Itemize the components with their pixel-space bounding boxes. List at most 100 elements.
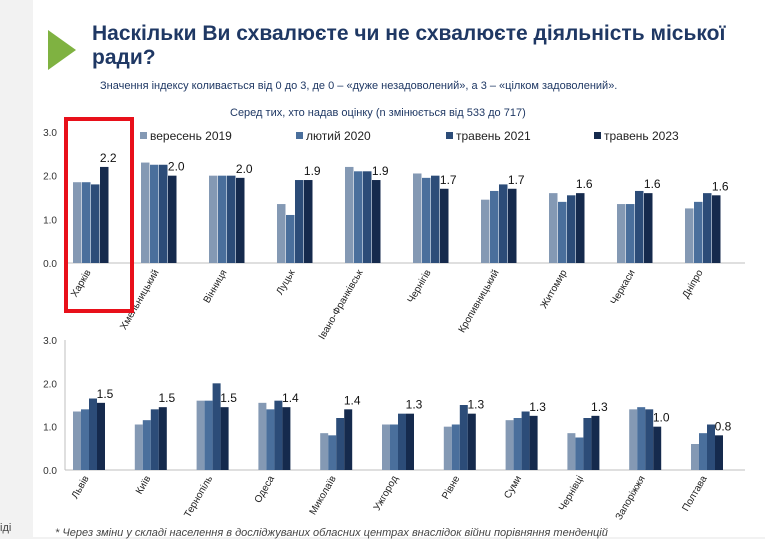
bar (363, 171, 372, 263)
footnote: * Через зміни у складі населення в дослі… (55, 527, 608, 539)
edge-text: іді (0, 522, 12, 534)
data-label: 1.3 (529, 400, 546, 414)
bar (521, 411, 530, 470)
bar (141, 162, 150, 263)
bar (653, 426, 662, 470)
data-label: 1.6 (712, 179, 729, 193)
legend-entry: травень 2023 (604, 129, 679, 143)
bar (583, 418, 592, 470)
bar (345, 166, 354, 263)
data-label: 1.6 (644, 177, 661, 191)
bar (97, 402, 105, 470)
data-label: 1.9 (304, 164, 321, 178)
bar (499, 184, 508, 263)
category-label: Рівне (440, 474, 462, 502)
legend-entry: вересень 2019 (150, 129, 232, 143)
category-label: Тернопіль (182, 474, 215, 520)
bar (505, 420, 514, 470)
bar (549, 193, 558, 263)
category-label: Одеса (253, 474, 278, 505)
bar (626, 204, 635, 263)
data-label: 1.4 (344, 393, 361, 407)
bar (266, 409, 275, 470)
data-label: 1.7 (508, 173, 525, 187)
bar (644, 193, 653, 263)
category-label: Луцьк (275, 267, 298, 296)
bar (490, 190, 499, 263)
data-label: 1.9 (372, 164, 389, 178)
bar (459, 405, 468, 470)
category-label: Чернігів (406, 268, 434, 305)
bar (218, 175, 227, 263)
y-tick-label: 2.0 (43, 172, 57, 183)
data-label: 1.6 (576, 177, 593, 191)
bar (382, 424, 390, 470)
bar (282, 407, 291, 470)
bar (591, 415, 600, 470)
bar (150, 409, 159, 470)
bar (344, 409, 353, 470)
legend-swatch (446, 132, 453, 139)
bar (220, 407, 229, 470)
data-label: 2.0 (236, 162, 253, 176)
category-label: Дніпро (681, 268, 706, 301)
bar (635, 190, 644, 263)
bar (558, 201, 567, 263)
bar (295, 180, 304, 263)
page-title: Наскільки Ви схвалюєте чи не схвалюєте д… (92, 22, 726, 69)
y-tick-label: 0.0 (43, 259, 57, 270)
bar (328, 435, 337, 470)
bar (699, 433, 707, 470)
bar (567, 195, 576, 263)
y-tick-label: 2.0 (43, 379, 57, 390)
bar (100, 166, 109, 263)
bar (413, 173, 422, 263)
category-label: Ужгород (372, 474, 401, 513)
bar (158, 407, 167, 470)
category-label: Запоріжжя (614, 474, 648, 522)
data-label: 1.4 (282, 391, 299, 405)
data-label: 1.0 (653, 411, 670, 425)
bar (73, 411, 81, 470)
bar (629, 409, 638, 470)
data-label: 1.3 (591, 400, 608, 414)
arrow-icon (48, 30, 76, 70)
bar (336, 418, 345, 470)
bar (703, 193, 712, 263)
category-label: Вінниця (202, 268, 230, 305)
bar (73, 182, 82, 263)
bar (204, 400, 213, 470)
bar (691, 444, 699, 470)
bar (513, 418, 522, 470)
bar (89, 398, 97, 470)
category-label: Суми (502, 474, 524, 501)
category-label: Кропивницький (457, 268, 502, 335)
bar (508, 188, 517, 263)
bar (277, 204, 286, 263)
bar (142, 420, 151, 470)
category-label: Івано-Франківськ (317, 267, 366, 341)
y-tick-label: 1.0 (43, 215, 57, 226)
bar (274, 400, 283, 470)
bar (645, 409, 654, 470)
y-tick-label: 0.0 (43, 466, 57, 477)
legend-swatch (140, 132, 147, 139)
bar (236, 177, 245, 263)
bar (637, 407, 646, 470)
subtitle: Значення індексу коливається від 0 до 3,… (100, 80, 618, 92)
chart-caption: Серед тих, хто надав оцінку (n змінюєтьс… (230, 107, 526, 119)
bar (212, 383, 221, 470)
category-label: Київ (134, 474, 153, 496)
data-label: 2.0 (168, 160, 185, 174)
data-label: 1.3 (467, 398, 484, 412)
bar (694, 201, 703, 263)
bar (398, 413, 406, 470)
y-tick-label: 3.0 (43, 128, 57, 139)
bar (440, 188, 449, 263)
data-label: 1.3 (406, 398, 423, 412)
y-tick-label: 3.0 (43, 336, 57, 347)
legend-entry: лютий 2020 (306, 129, 371, 143)
bar (406, 413, 414, 470)
legend-swatch (296, 132, 303, 139)
